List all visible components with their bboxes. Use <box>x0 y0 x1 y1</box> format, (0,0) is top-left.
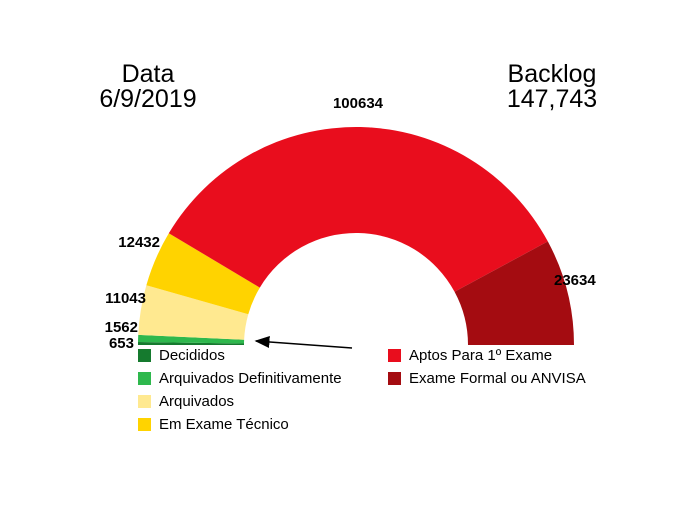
value-label-aptos: 100634 <box>332 95 384 112</box>
legend-label-aptos: Aptos Para 1º Exame <box>409 347 553 364</box>
legend-swatch-arquivados <box>138 395 151 408</box>
date-value: 6/9/2019 <box>99 85 197 113</box>
pointer-arrow <box>254 335 353 349</box>
backlog-header: Backlog 147,743 <box>493 62 611 112</box>
value-label-arquivados: 11043 <box>105 290 146 307</box>
legend-label-em-exame-tecnico: Em Exame Técnico <box>159 416 289 433</box>
backlog-label: Backlog <box>507 60 597 88</box>
legend-item-decididos: Decididos <box>138 344 342 367</box>
legend-item-aptos: Aptos Para 1º Exame <box>388 344 586 367</box>
legend-swatch-em-exame-tecnico <box>138 418 151 431</box>
gauge-segment <box>168 126 548 292</box>
legend-item-exame-formal: Exame Formal ou ANVISA <box>388 367 586 390</box>
legend-right-column: Aptos Para 1º Exame Exame Formal ou ANVI… <box>388 344 586 390</box>
value-label-exame-formal: 23634 <box>554 272 596 289</box>
date-header: Data 6/9/2019 <box>88 62 208 112</box>
legend-label-arquivados: Arquivados <box>159 393 235 410</box>
legend-swatch-arquivados-definitivamente <box>138 372 151 385</box>
gauge-segment <box>138 285 249 340</box>
gauge-segment <box>454 241 574 345</box>
legend-swatch-exame-formal <box>388 372 401 385</box>
legend-swatch-aptos <box>388 349 401 362</box>
date-label: Data <box>121 60 175 88</box>
value-label-arquivados-definitivamente: 1562 <box>104 319 138 336</box>
backlog-value: 147,743 <box>506 85 598 113</box>
legend-item-em-exame-tecnico: Em Exame Técnico <box>138 413 342 436</box>
legend-item-arquivados: Arquivados <box>138 390 342 413</box>
legend-item-arquivados-definitivamente: Arquivados Definitivamente <box>138 367 342 390</box>
value-label-em-exame-tecnico: 12432 <box>118 234 160 251</box>
legend-left-column: Decididos Arquivados Definitivamente Arq… <box>138 344 342 436</box>
legend-label-arquivados-definitivamente: Arquivados Definitivamente <box>159 370 342 387</box>
legend-swatch-decididos <box>138 349 151 362</box>
legend-label-decididos: Decididos <box>159 347 225 364</box>
legend-label-exame-formal: Exame Formal ou ANVISA <box>409 370 586 387</box>
gauge-segment <box>138 334 245 344</box>
value-label-decididos: 653 <box>108 335 134 352</box>
gauge-segment <box>138 342 245 345</box>
gauge-segment <box>146 233 260 315</box>
gauge-segments <box>138 126 574 345</box>
